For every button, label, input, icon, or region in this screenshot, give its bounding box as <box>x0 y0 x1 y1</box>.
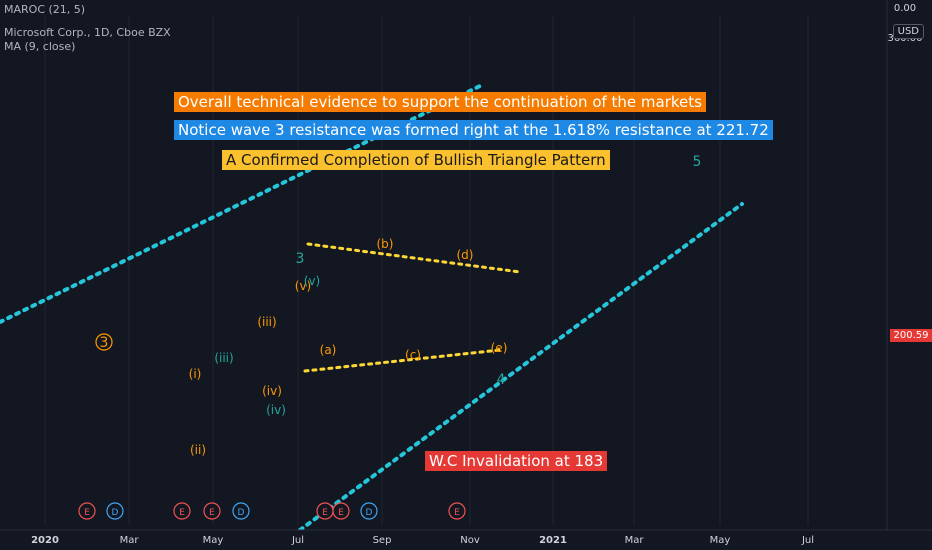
time-tick-label: Jul <box>801 535 814 546</box>
indicator-label[interactable]: MAROC (21, 5) <box>4 3 86 16</box>
currency-button[interactable]: USD <box>892 24 924 39</box>
time-tick-label: 2021 <box>539 535 567 546</box>
wave-3-circle <box>95 333 113 351</box>
time-axis-bg <box>0 530 932 550</box>
event-marker-circle <box>232 502 250 520</box>
wave-label: 3 <box>296 251 305 267</box>
wave-label: (iii) <box>257 315 276 329</box>
wave-label: (b) <box>377 237 394 251</box>
wave-label: 4 <box>497 372 506 388</box>
price-axis[interactable]: 0.00360.00340.00320.00300.00280.00260.00… <box>886 0 932 530</box>
price-axis-bg <box>887 0 932 530</box>
wave-label: (c) <box>405 348 421 362</box>
elliott-wave-labels: 3 (i) (ii) (iii) (iv) (v) (iii) (iv) (v) 3 (a) (b) (… <box>95 154 702 457</box>
event-marker-label: D <box>112 508 119 518</box>
event-marker-label: E <box>84 508 90 518</box>
wave-label: (iv) <box>266 403 286 417</box>
event-marker-circle <box>203 502 221 520</box>
event-marker-circle <box>106 502 124 520</box>
time-tick-label: Mar <box>120 535 140 546</box>
wave-label: (ii) <box>190 443 206 457</box>
time-axis[interactable]: 2020 Mar May Jul Sep Nov 2021 Mar May Jul <box>0 529 932 550</box>
time-tick-label: Sep <box>373 535 392 546</box>
ma-label[interactable]: MA (9, close) <box>4 40 76 53</box>
wave-label: (iii) <box>214 351 233 365</box>
channel-lower-line <box>298 202 744 532</box>
event-marker-label: D <box>238 508 245 518</box>
time-tick-label: May <box>710 535 731 546</box>
current-price-tag: 200.59 <box>890 329 932 342</box>
wave-label: (v) <box>304 274 320 288</box>
event-marker-label: E <box>179 508 185 518</box>
wave-label: (iv) <box>262 384 282 398</box>
wave-label: (v) <box>295 279 311 293</box>
event-marker-circle <box>332 502 350 520</box>
wave-label: (e) <box>491 341 508 355</box>
event-marker-label: D <box>366 508 373 518</box>
banner-continuation: Overall technical evidence to support th… <box>174 92 706 112</box>
time-tick-label: Jul <box>291 535 304 546</box>
wave-label: (d) <box>457 248 474 262</box>
wave-label: 3 <box>100 335 109 351</box>
event-marker-label: E <box>338 508 344 518</box>
price-tick-label: 0.00 <box>894 3 916 14</box>
wave-label: (i) <box>189 367 202 381</box>
event-marker-circle <box>360 502 378 520</box>
event-marker-label: E <box>322 508 328 518</box>
event-marker-label: E <box>454 508 460 518</box>
time-tick-label: Nov <box>460 535 480 546</box>
triangle-lower-line <box>303 348 502 373</box>
time-tick-label: 2020 <box>31 535 59 546</box>
time-tick-label: Mar <box>625 535 645 546</box>
symbol-label[interactable]: Microsoft Corp., 1D, Cboe BZX <box>4 26 171 39</box>
time-tick-label: May <box>203 535 224 546</box>
wave-label: (a) <box>320 343 337 357</box>
triangle-upper-line <box>306 242 522 274</box>
banner-triangle: A Confirmed Completion of Bullish Triang… <box>222 150 610 170</box>
event-marker-label: E <box>209 508 215 518</box>
banner-invalidation: W.C Invalidation at 183 <box>425 451 608 471</box>
banner-wave3-resistance: Notice wave 3 resistance was formed righ… <box>174 120 773 140</box>
event-marker-circle <box>78 502 96 520</box>
wave-label: 5 <box>693 154 702 170</box>
event-marker-circle <box>173 502 191 520</box>
event-marker-circle <box>448 502 466 520</box>
